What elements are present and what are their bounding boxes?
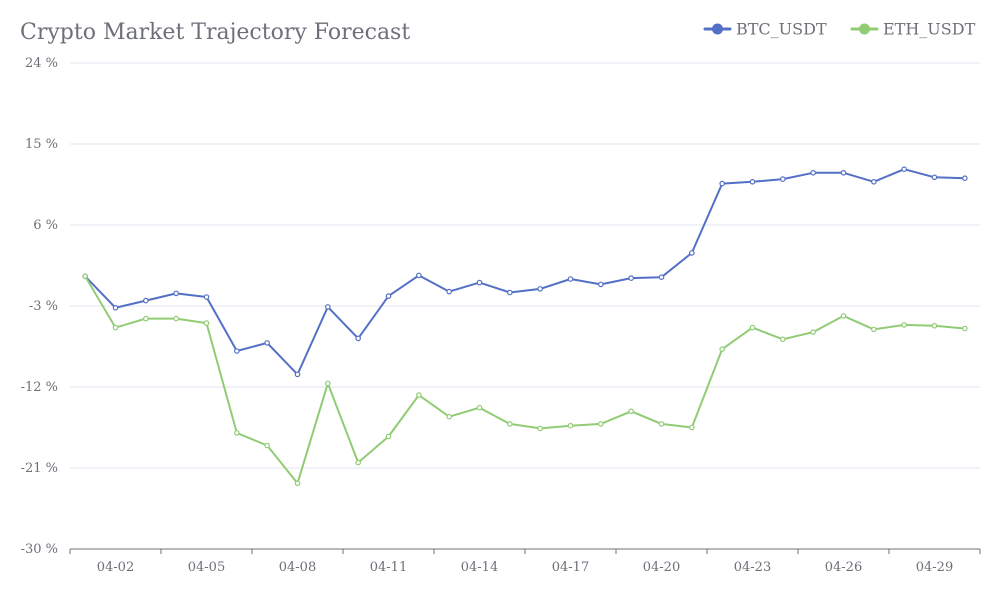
data-point [355,335,361,342]
data-point [507,289,513,296]
data-point [173,315,179,322]
data-point [810,329,816,335]
data-point [446,413,452,420]
data-point [962,325,968,332]
data-point [294,480,301,487]
data-point [325,304,331,310]
chart-title: Crypto Market Trajectory Forecast [20,20,411,45]
data-point [446,288,452,295]
data-point [598,281,604,288]
data-point [355,459,361,466]
data-point [264,442,270,449]
data-point [628,408,634,415]
data-point [871,326,877,333]
data-point [598,421,604,427]
x-tick-label: 04-08 [279,560,316,575]
x-tick-label: 04-11 [370,560,407,575]
data-point [112,304,119,311]
data-point [234,348,240,354]
legend-label: ETH_USDT [883,20,976,39]
data-point [658,274,665,281]
legend-marker [712,23,723,35]
data-point [931,322,938,329]
data-point [234,430,240,436]
x-tick-label: 04-20 [643,560,680,575]
x-tick-label: 04-29 [916,560,953,575]
legend-item-eth_usdt: ETH_USDT [850,20,976,39]
series-line-btc_usdt [84,168,966,376]
data-point [264,340,270,346]
y-tick-label: -3 % [29,299,58,314]
data-point [385,293,392,299]
data-point [719,346,725,353]
data-point [901,166,907,173]
legend-item-btc_usdt: BTC_USDT [703,20,827,39]
data-point [173,290,179,297]
legend-label: BTC_USDT [736,20,827,39]
data-point [537,425,543,432]
data-point [143,297,149,304]
data-point [325,380,331,387]
data-point [749,324,756,331]
y-tick-label: 6 % [33,218,58,233]
data-point [749,179,756,185]
data-point [780,176,786,182]
data-point [476,404,483,411]
x-tick-label: 04-14 [461,560,498,575]
data-point [840,313,847,319]
data-point [143,315,149,322]
data-point [780,336,786,343]
data-point [385,433,392,440]
data-point [416,392,422,398]
data-point [567,422,574,429]
data-point [112,324,119,331]
y-tick-label: 24 % [25,56,58,71]
data-point [901,322,907,328]
x-tick-label: 04-26 [825,560,862,575]
data-point [658,421,665,427]
y-tick-label: 15 % [25,137,58,152]
data-point [416,272,422,279]
data-point [689,250,695,256]
data-point [840,170,847,176]
y-tick-label: -12 % [21,380,58,395]
data-point [931,174,938,181]
x-tick-label: 04-23 [734,560,771,575]
data-point [82,273,88,280]
data-point [203,320,210,326]
data-point [507,421,513,427]
data-point [810,170,816,176]
legend-marker [859,23,870,35]
data-point [628,275,634,281]
data-point [537,286,543,292]
data-point [294,371,301,378]
data-point [203,294,210,300]
x-tick-label: 04-02 [97,560,134,575]
y-tick-label: -21 % [21,461,58,476]
x-tick-label: 04-17 [552,560,589,575]
data-point [962,175,968,182]
x-tick-label: 04-05 [188,560,225,575]
y-tick-label: -30 % [21,542,58,557]
series-line-eth_usdt [84,275,966,485]
data-point [719,180,725,187]
data-point [871,179,877,185]
data-point [689,424,695,431]
data-point [567,276,574,282]
data-point [476,279,483,286]
